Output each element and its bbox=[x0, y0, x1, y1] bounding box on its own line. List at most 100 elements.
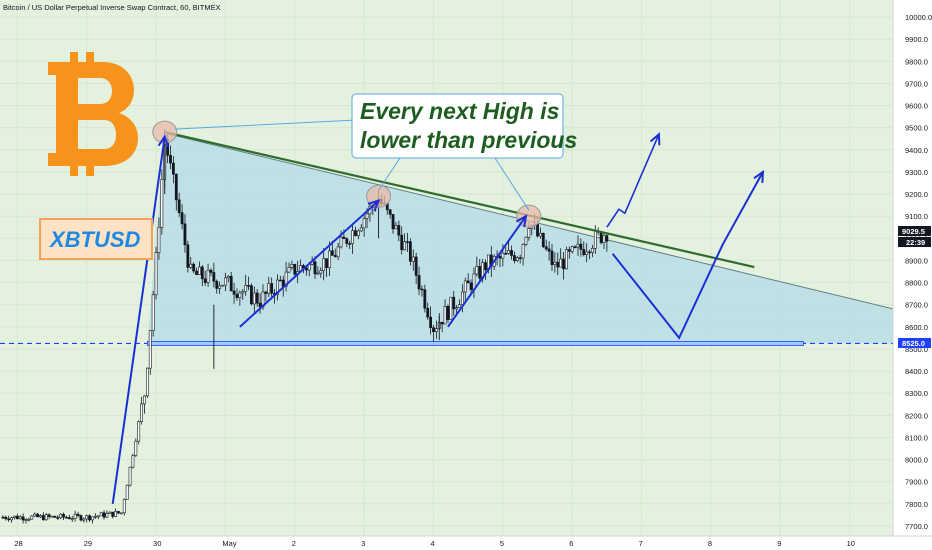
time-tick-label: 29 bbox=[84, 539, 92, 548]
candle bbox=[171, 156, 175, 184]
candle bbox=[88, 514, 91, 523]
candle bbox=[218, 281, 222, 295]
descending-triangle-pattern[interactable] bbox=[147, 133, 893, 344]
candle bbox=[56, 515, 60, 521]
price-tick-label: 7800.0 bbox=[905, 500, 928, 509]
price-tick-label: 9100.0 bbox=[905, 212, 928, 221]
candlestick-series bbox=[1, 128, 609, 524]
swing-up-arrow-1-head bbox=[367, 199, 381, 212]
time-tick-label: 30 bbox=[153, 539, 161, 548]
candle bbox=[18, 515, 22, 520]
time-tick-label: May bbox=[222, 539, 236, 548]
candle bbox=[76, 511, 80, 518]
candle bbox=[559, 248, 563, 268]
candle bbox=[498, 253, 502, 268]
candle bbox=[452, 291, 456, 316]
price-tick-label: 9400.0 bbox=[905, 146, 928, 155]
time-tick-label: 8 bbox=[708, 539, 712, 548]
candle bbox=[235, 288, 239, 301]
candle bbox=[414, 252, 418, 285]
time-tick-label: 5 bbox=[500, 539, 504, 548]
impulse-arrow[interactable] bbox=[111, 136, 166, 505]
price-tick-label: 8400.0 bbox=[905, 367, 928, 376]
support-price-value: 8525.0 bbox=[902, 339, 925, 348]
candle bbox=[573, 245, 577, 249]
price-tick-label: 9600.0 bbox=[905, 102, 928, 111]
candle bbox=[93, 513, 97, 519]
candle bbox=[65, 515, 68, 519]
swing-up-arrow-2[interactable] bbox=[447, 215, 527, 328]
candle bbox=[53, 515, 57, 518]
candle bbox=[140, 396, 144, 425]
price-scale-background bbox=[893, 0, 932, 536]
candle bbox=[504, 246, 508, 255]
candle bbox=[10, 516, 13, 523]
candle bbox=[570, 245, 574, 254]
countdown-tag bbox=[898, 237, 931, 247]
candle bbox=[602, 232, 606, 250]
candle bbox=[160, 169, 164, 235]
time-tick-label: 2 bbox=[292, 539, 296, 548]
price-tick-label: 7700.0 bbox=[905, 522, 928, 531]
candle bbox=[458, 299, 461, 309]
candle bbox=[247, 276, 250, 291]
price-tick-label: 8500.0 bbox=[905, 345, 928, 354]
price-tick-label: 9700.0 bbox=[905, 79, 928, 88]
candle bbox=[423, 284, 427, 313]
candle bbox=[119, 512, 123, 515]
candle bbox=[397, 220, 401, 242]
price-scale[interactable]: 10000.0 9900.0 9800.0 9700.0 9600.0 9500.0 940… bbox=[892, 0, 932, 536]
callout-background bbox=[351, 93, 564, 159]
candle bbox=[105, 510, 109, 518]
candle bbox=[284, 261, 288, 292]
candle bbox=[50, 515, 54, 518]
resistance-trendline[interactable] bbox=[164, 131, 755, 269]
candle bbox=[244, 274, 248, 296]
candle bbox=[7, 515, 11, 522]
candle bbox=[356, 229, 360, 240]
candle bbox=[325, 258, 328, 277]
candle bbox=[513, 251, 516, 264]
candle bbox=[102, 510, 106, 520]
price-tick-label: 9900.0 bbox=[905, 35, 928, 44]
swing-up-arrow-1[interactable] bbox=[239, 199, 380, 328]
projection-path[interactable] bbox=[611, 171, 764, 340]
candle bbox=[432, 325, 435, 343]
callout-line-2: lower than previous bbox=[360, 127, 577, 153]
candle bbox=[582, 241, 586, 257]
candle bbox=[143, 395, 146, 414]
trend-arrows[interactable] bbox=[111, 132, 765, 505]
candle bbox=[463, 277, 467, 302]
callout-box[interactable]: Every next High is lower than previous bbox=[174, 93, 578, 211]
candle bbox=[145, 367, 149, 398]
candle bbox=[333, 248, 337, 258]
symbol-badge[interactable]: XBTUSD bbox=[39, 218, 153, 260]
candle bbox=[151, 290, 155, 337]
price-tick-labels: 10000.0 9900.0 9800.0 9700.0 9600.0 9500.0 940… bbox=[905, 13, 932, 531]
candle bbox=[391, 214, 395, 234]
candle bbox=[394, 221, 398, 230]
support-zone[interactable] bbox=[146, 341, 804, 346]
candle bbox=[264, 290, 268, 302]
candle bbox=[408, 238, 412, 266]
candle bbox=[157, 217, 161, 260]
candle bbox=[21, 513, 25, 524]
candle bbox=[313, 256, 317, 279]
candle bbox=[567, 246, 571, 259]
candle bbox=[1, 515, 5, 519]
candle bbox=[550, 243, 554, 272]
candle bbox=[122, 498, 126, 516]
price-tick-label: 9200.0 bbox=[905, 190, 928, 199]
candle bbox=[221, 284, 224, 287]
candle bbox=[91, 516, 94, 524]
candle bbox=[114, 508, 117, 518]
candle bbox=[258, 293, 262, 314]
breakout-arrow[interactable] bbox=[606, 133, 660, 228]
candle bbox=[541, 232, 545, 249]
time-scale[interactable]: 28 29 30 May 2 3 4 5 6 7 8 9 10 bbox=[0, 535, 932, 550]
candle bbox=[345, 237, 349, 248]
candle bbox=[348, 240, 352, 249]
candle bbox=[226, 275, 230, 283]
breakout-arrow-head bbox=[649, 132, 661, 146]
